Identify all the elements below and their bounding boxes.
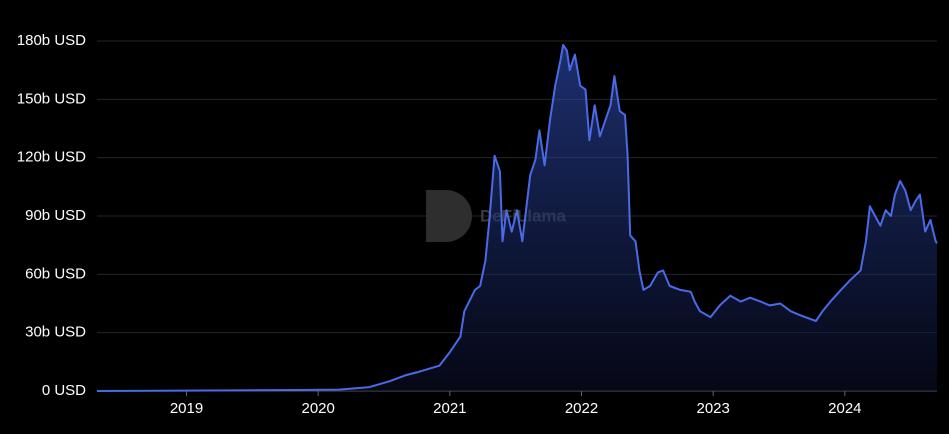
area	[97, 44, 937, 392]
y-tick-label: 120b USD	[17, 149, 86, 166]
y-tick-label: 60b USD	[25, 265, 86, 282]
line	[96, 43, 938, 392]
x-tick-label: 2020	[302, 400, 335, 417]
y-tick-label: 180b USD	[17, 32, 86, 49]
watermark-logo	[426, 190, 472, 242]
x-tick-label: 2022	[565, 400, 598, 417]
y-tick-label: 90b USD	[25, 207, 86, 224]
x-tick-label: 2023	[696, 400, 729, 417]
y-tick-label: 0 USD	[42, 382, 86, 399]
y-tick-label: 150b USD	[17, 90, 86, 107]
x-tick-label: 2021	[433, 400, 466, 417]
y-tick-label: 30b USD	[25, 324, 86, 341]
x-tick-label: 2019	[170, 400, 203, 417]
x-tick-label: 2024	[828, 400, 861, 417]
